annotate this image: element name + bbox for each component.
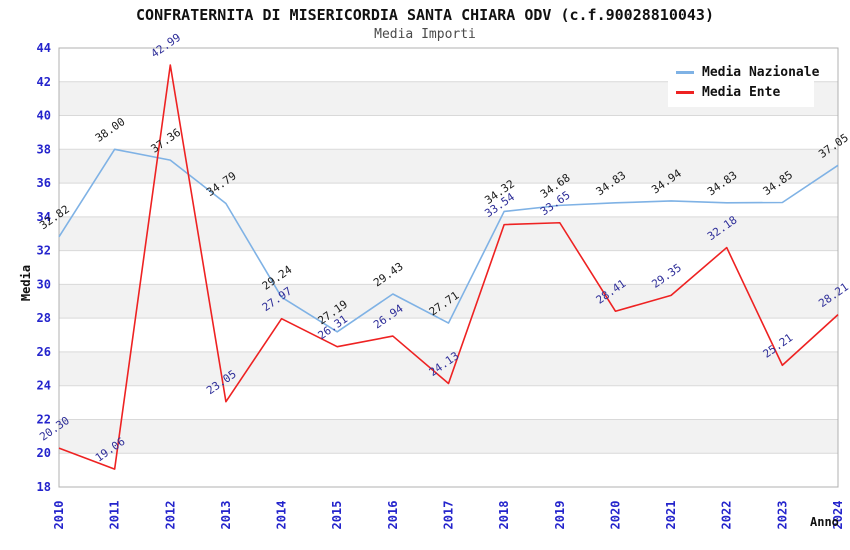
chart-title: CONFRATERNITA DI MISERICORDIA SANTA CHIA… [136,6,714,24]
y-tick-label: 42 [37,75,51,89]
y-tick-label: 32 [37,244,51,258]
plot-border [58,47,839,488]
x-tick-label: 2024 [831,501,845,530]
y-tick-label: 30 [37,277,51,291]
x-tick-label: 2015 [330,501,344,530]
plot-band [59,419,838,454]
x-tick-label: 2013 [219,501,233,530]
y-tick-label: 20 [37,446,51,460]
y-tick-label: 38 [37,142,51,156]
x-tick-label: 2022 [720,501,734,530]
x-axis-title: Anno [810,515,839,529]
plot-band [59,351,838,386]
legend-item-media-nazionale: Media Nazionale [676,62,819,82]
y-tick-label: 34 [37,210,51,224]
series-line-media-ente [58,64,839,470]
y-tick-label: 26 [37,345,51,359]
x-tick-label: 2023 [775,501,789,530]
legend-label: Media Nazionale [702,64,820,80]
x-tick-label: 2014 [275,501,289,530]
legend-label: Media Ente [702,84,781,100]
x-tick-label: 2019 [553,501,567,530]
y-axis-title: Media [19,264,33,302]
chart-subtitle: Media Importi [374,27,476,42]
x-tick-label: 2010 [52,501,66,530]
legend-swatch-blue-line-icon [676,70,694,74]
x-tick-label: 2018 [497,501,511,530]
x-tick-label: 2012 [163,501,177,530]
legend: Media Nazionale Media Ente [668,57,819,107]
y-tick-label: 44 [37,41,51,55]
y-tick-label: 36 [37,176,51,190]
data-label-media-ente: 42.99 [149,31,184,61]
x-tick-label: 2016 [386,501,400,530]
legend-swatch-red-line-icon [676,90,694,94]
y-tick-label: 24 [37,379,51,393]
y-tick-label: 22 [37,412,51,426]
legend-item-media-ente: Media Ente [676,82,814,102]
x-tick-label: 2017 [442,501,456,530]
y-tick-label: 40 [37,109,51,123]
plot-band [59,284,838,319]
x-tick-label: 2011 [108,501,122,530]
x-tick-label: 2021 [664,501,678,530]
data-label-media-nazionale: 38.00 [93,115,128,145]
x-tick-label: 2020 [608,501,622,530]
plot-band [59,216,838,251]
y-tick-label: 18 [37,480,51,494]
y-tick-label: 28 [37,311,51,325]
